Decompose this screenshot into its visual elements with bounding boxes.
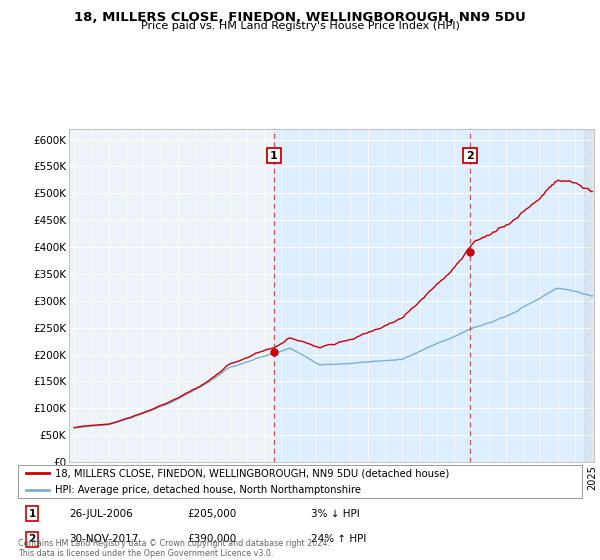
Text: Contains HM Land Registry data © Crown copyright and database right 2024.
This d: Contains HM Land Registry data © Crown c…	[18, 539, 330, 558]
Text: 2: 2	[466, 151, 474, 161]
Text: Price paid vs. HM Land Registry's House Price Index (HPI): Price paid vs. HM Land Registry's House …	[140, 21, 460, 31]
Text: 26-JUL-2006: 26-JUL-2006	[69, 508, 133, 519]
Text: 30-NOV-2017: 30-NOV-2017	[69, 534, 138, 544]
Bar	[584, 129, 594, 462]
Text: £205,000: £205,000	[187, 508, 236, 519]
Text: 18, MILLERS CLOSE, FINEDON, WELLINGBOROUGH, NN9 5DU: 18, MILLERS CLOSE, FINEDON, WELLINGBOROU…	[74, 11, 526, 24]
Text: HPI: Average price, detached house, North Northamptonshire: HPI: Average price, detached house, Nort…	[55, 485, 361, 495]
Text: 2: 2	[28, 534, 36, 544]
Text: £390,000: £390,000	[187, 534, 236, 544]
Bar	[274, 129, 594, 462]
Text: 1: 1	[28, 508, 36, 519]
Text: 3% ↓ HPI: 3% ↓ HPI	[311, 508, 360, 519]
Text: 24% ↑ HPI: 24% ↑ HPI	[311, 534, 367, 544]
Text: 1: 1	[270, 151, 278, 161]
Text: 18, MILLERS CLOSE, FINEDON, WELLINGBOROUGH, NN9 5DU (detached house): 18, MILLERS CLOSE, FINEDON, WELLINGBOROU…	[55, 468, 449, 478]
